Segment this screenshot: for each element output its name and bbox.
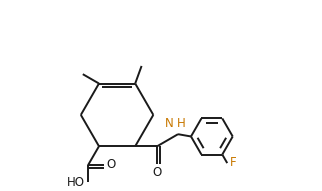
Text: HO: HO <box>67 176 85 189</box>
Text: H: H <box>177 117 186 130</box>
Text: O: O <box>106 158 116 171</box>
Text: N: N <box>165 117 174 130</box>
Text: O: O <box>153 166 162 179</box>
Text: F: F <box>230 156 237 169</box>
